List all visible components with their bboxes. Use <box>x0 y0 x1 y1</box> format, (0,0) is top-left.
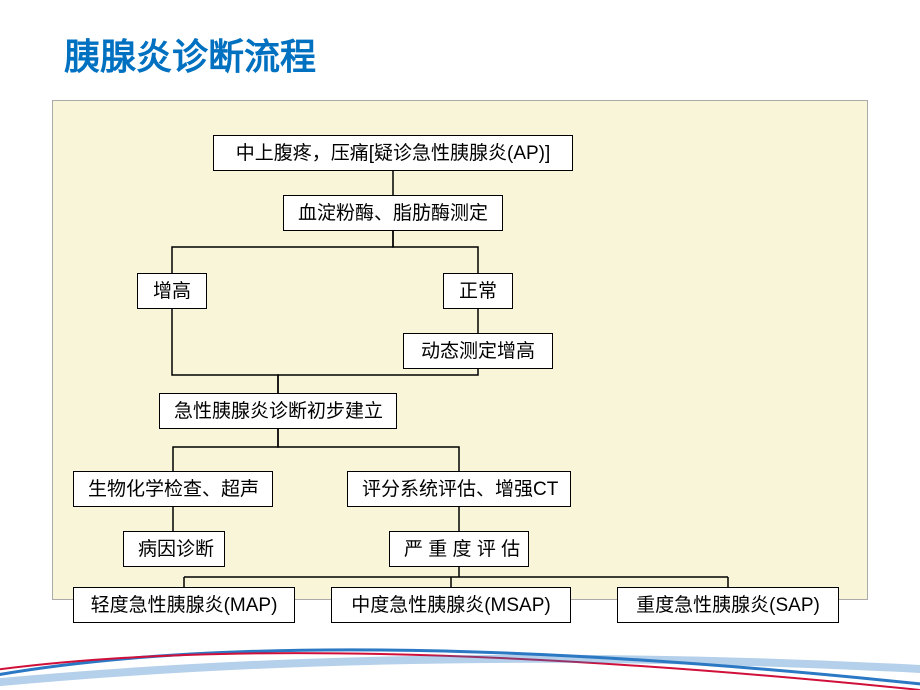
flow-node-n9: 病因诊断 <box>123 531 225 567</box>
slide-decoration <box>0 630 920 690</box>
flow-node-n13: 重度急性胰腺炎(SAP) <box>617 587 839 623</box>
flow-node-n1: 中上腹疼，压痛[疑诊急性胰腺炎(AP)] <box>213 135 573 171</box>
flow-node-n12: 中度急性胰腺炎(MSAP) <box>331 587 571 623</box>
flow-node-n8: 评分系统评估、增强CT <box>347 471 571 507</box>
flow-node-n10: 严 重 度 评 估 <box>389 531 529 567</box>
flow-node-n3: 增高 <box>137 273 207 309</box>
flow-node-n7: 生物化学检查、超声 <box>73 471 273 507</box>
flowchart-panel: 中上腹疼，压痛[疑诊急性胰腺炎(AP)] 血淀粉酶、脂肪酶测定增高 正常动态测定增高… <box>52 100 868 600</box>
flow-node-n6: 急性胰腺炎诊断初步建立 <box>159 393 397 429</box>
flow-node-n2: 血淀粉酶、脂肪酶测定 <box>283 195 503 231</box>
flow-node-n5: 动态测定增高 <box>403 333 553 369</box>
flow-node-n11: 轻度急性胰腺炎(MAP) <box>73 587 295 623</box>
flow-node-n4: 正常 <box>443 273 513 309</box>
page-title: 胰腺炎诊断流程 <box>64 28 316 80</box>
